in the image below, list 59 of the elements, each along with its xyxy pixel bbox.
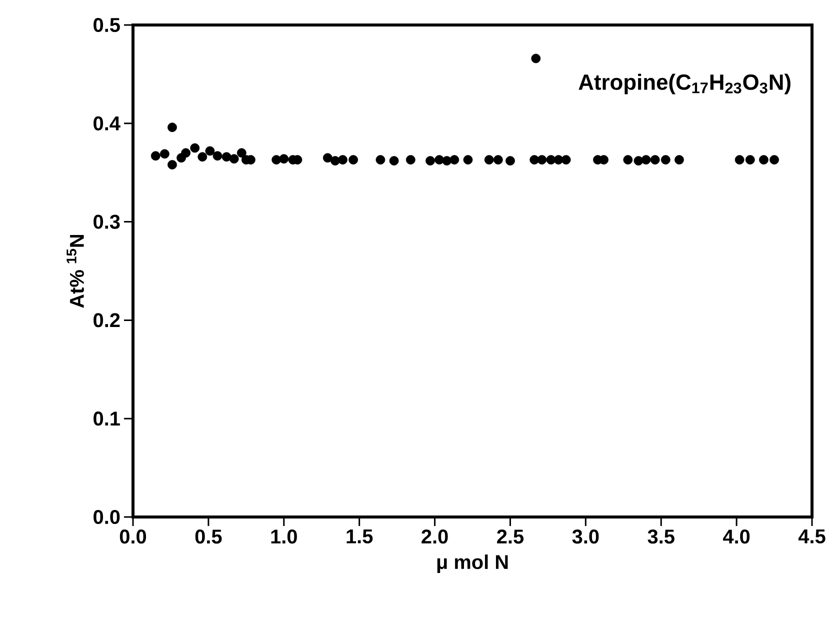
point — [160, 149, 170, 159]
point — [484, 155, 494, 165]
point — [198, 152, 208, 162]
x-tick-label: 3.0 — [572, 530, 599, 544]
point — [650, 155, 660, 165]
point — [759, 155, 768, 165]
point — [222, 152, 232, 162]
y-tick-label: 0.0 — [94, 510, 120, 524]
point — [150, 151, 160, 161]
point — [506, 156, 515, 166]
point — [561, 155, 571, 165]
x-axis-title: μ mol N — [437, 554, 508, 573]
point — [168, 160, 177, 170]
y-tick-label: 0.2 — [94, 313, 120, 328]
y-axis-title: At% $^{15}$N — [66, 235, 84, 308]
y-tick-label: 0.1 — [94, 412, 120, 426]
x-tick-label: 3.5 — [648, 530, 674, 544]
point — [279, 154, 289, 164]
x-tick-label: 2.0 — [422, 530, 448, 544]
point — [389, 156, 399, 166]
point — [660, 155, 670, 165]
point — [734, 155, 744, 165]
point — [634, 156, 644, 166]
point — [745, 155, 755, 165]
point — [330, 156, 340, 166]
point — [338, 155, 348, 165]
point — [599, 155, 608, 165]
annotation: Atropine(C$_{17}$H$_{23}$O$_{3}$N) — [578, 74, 790, 94]
point — [190, 143, 200, 153]
point — [212, 151, 222, 161]
point — [674, 155, 684, 165]
x-tick-label: 4.0 — [723, 530, 750, 544]
point — [348, 155, 358, 165]
y-tick-label: 0.5 — [94, 18, 120, 32]
y-tick-label: 0.3 — [94, 214, 120, 229]
point — [531, 54, 541, 64]
point — [493, 155, 503, 165]
x-tick-label: 1.5 — [346, 530, 373, 544]
point — [623, 155, 633, 165]
point — [450, 155, 460, 165]
point — [168, 122, 177, 132]
x-tick-label: 1.0 — [271, 530, 297, 544]
point — [322, 153, 332, 163]
point — [181, 148, 191, 158]
point — [236, 148, 246, 158]
x-tick-label: 2.5 — [497, 530, 524, 544]
point — [376, 155, 386, 165]
point — [770, 155, 779, 165]
point — [205, 146, 215, 156]
point — [463, 155, 473, 165]
point — [426, 156, 435, 166]
point — [229, 154, 239, 164]
x-tick-label: 0.0 — [120, 530, 146, 544]
point — [641, 155, 651, 165]
x-tick-label: 4.5 — [798, 530, 826, 544]
point — [406, 155, 416, 165]
point — [537, 155, 547, 165]
y-tick-label: 0.4 — [94, 116, 120, 130]
x-tick-label: 0.5 — [195, 530, 222, 544]
